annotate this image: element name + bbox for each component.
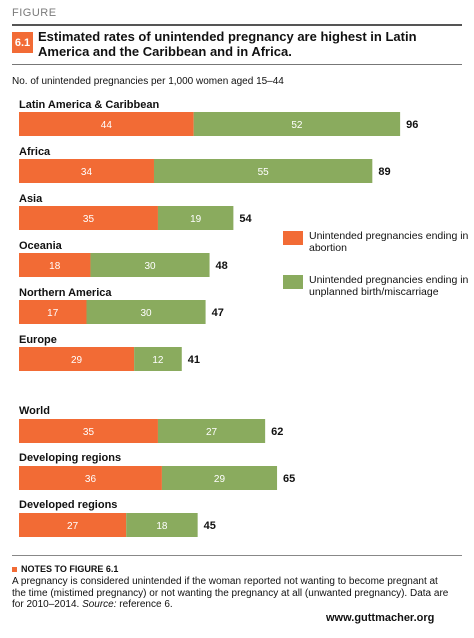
value-label-abortion-developed-regions: 27 (67, 521, 79, 532)
legend-label-abortion: Unintended pregnancies ending in abortio… (309, 230, 469, 254)
bar-birth-europe (134, 347, 182, 371)
value-label-birth-northern-america: 30 (140, 308, 152, 319)
value-label-abortion-europe: 29 (71, 355, 83, 366)
bar-birth-developed-regions (126, 513, 198, 537)
total-label-world: 62 (271, 426, 283, 438)
total-label-oceania: 48 (216, 260, 228, 272)
value-label-abortion-oceania: 18 (49, 261, 61, 272)
total-label-europe: 41 (188, 354, 200, 366)
region-label-developed-regions: Developed regions (19, 499, 117, 511)
notes-bullet-icon (12, 567, 17, 573)
website-url[interactable]: www.guttmacher.org (326, 612, 435, 624)
figure-label: FIGURE (12, 7, 57, 19)
value-label-birth-developed-regions: 18 (156, 521, 168, 532)
bar-abortion-world (19, 419, 158, 443)
region-label-africa: Africa (19, 146, 51, 158)
bar-abortion-northern-america (19, 300, 87, 324)
value-label-abortion-world: 35 (83, 427, 95, 438)
chart-title: Estimated rates of unintended pregnancy … (38, 29, 417, 59)
notes-source-text: reference 6. (116, 599, 173, 610)
notes-divider (12, 555, 462, 556)
value-label-abortion-latin-america-caribbean: 44 (101, 120, 113, 131)
value-label-birth-africa: 55 (258, 167, 270, 178)
bar-abortion-developing-regions (19, 466, 162, 490)
total-label-northern-america: 47 (212, 307, 224, 319)
figure-number-badge: 6.1 (12, 32, 33, 53)
region-label-northern-america: Northern America (19, 287, 112, 299)
value-label-abortion-asia: 35 (83, 214, 95, 225)
stacked-bar-chart: Latin America & Caribbean 44 52 96 Africa 34 5… (19, 99, 418, 537)
bar-abortion-europe (19, 347, 135, 371)
legend-swatch-abortion (283, 231, 303, 245)
value-label-birth-latin-america-caribbean: 52 (291, 120, 303, 131)
value-label-birth-world: 27 (206, 427, 218, 438)
bar-abortion-oceania (19, 253, 91, 277)
total-label-latin-america-caribbean: 96 (406, 119, 418, 131)
value-label-abortion-africa: 34 (81, 167, 93, 178)
total-label-africa: 89 (378, 166, 390, 178)
region-label-oceania: Oceania (19, 240, 63, 252)
notes-heading: NOTES TO FIGURE 6.1 (12, 564, 118, 574)
bar-birth-developing-regions (161, 466, 278, 490)
top-divider (12, 24, 462, 26)
chart-subtitle: No. of unintended pregnancies per 1,000 … (12, 76, 284, 87)
region-label-europe: Europe (19, 334, 57, 346)
total-label-developing-regions: 65 (283, 473, 295, 485)
bar-abortion-africa (19, 159, 154, 183)
region-label-developing-regions: Developing regions (19, 452, 121, 464)
bar-birth-world (157, 419, 266, 443)
value-label-abortion-northern-america: 17 (47, 308, 59, 319)
value-label-birth-developing-regions: 29 (214, 474, 226, 485)
bar-birth-northern-america (86, 300, 206, 324)
region-label-asia: Asia (19, 193, 43, 205)
notes-source-label: Source: (82, 599, 117, 610)
bar-birth-africa (153, 159, 373, 183)
bar-abortion-developed-regions (19, 513, 127, 537)
value-label-abortion-developing-regions: 36 (85, 474, 97, 485)
bar-birth-latin-america-caribbean (193, 112, 401, 136)
value-label-birth-asia: 19 (190, 214, 202, 225)
total-label-asia: 54 (239, 213, 252, 225)
bar-birth-oceania (90, 253, 210, 277)
value-label-birth-europe: 12 (152, 355, 164, 366)
notes-heading-text: NOTES TO FIGURE 6.1 (21, 564, 119, 574)
region-label-latin-america-caribbean: Latin America & Caribbean (19, 99, 159, 111)
total-label-developed-regions: 45 (204, 520, 216, 532)
value-label-birth-oceania: 30 (144, 261, 156, 272)
bar-abortion-latin-america-caribbean (19, 112, 194, 136)
region-label-world: World (19, 405, 50, 417)
legend-label-birth: Unintended pregnancies ending in unplann… (309, 274, 469, 298)
bar-abortion-asia (19, 206, 158, 230)
notes-body: A pregnancy is considered unintended if … (12, 576, 452, 611)
bar-birth-asia (157, 206, 234, 230)
legend-swatch-birth (283, 275, 303, 289)
title-divider (12, 64, 462, 65)
notes-body-text: A pregnancy is considered unintended if … (12, 576, 449, 610)
